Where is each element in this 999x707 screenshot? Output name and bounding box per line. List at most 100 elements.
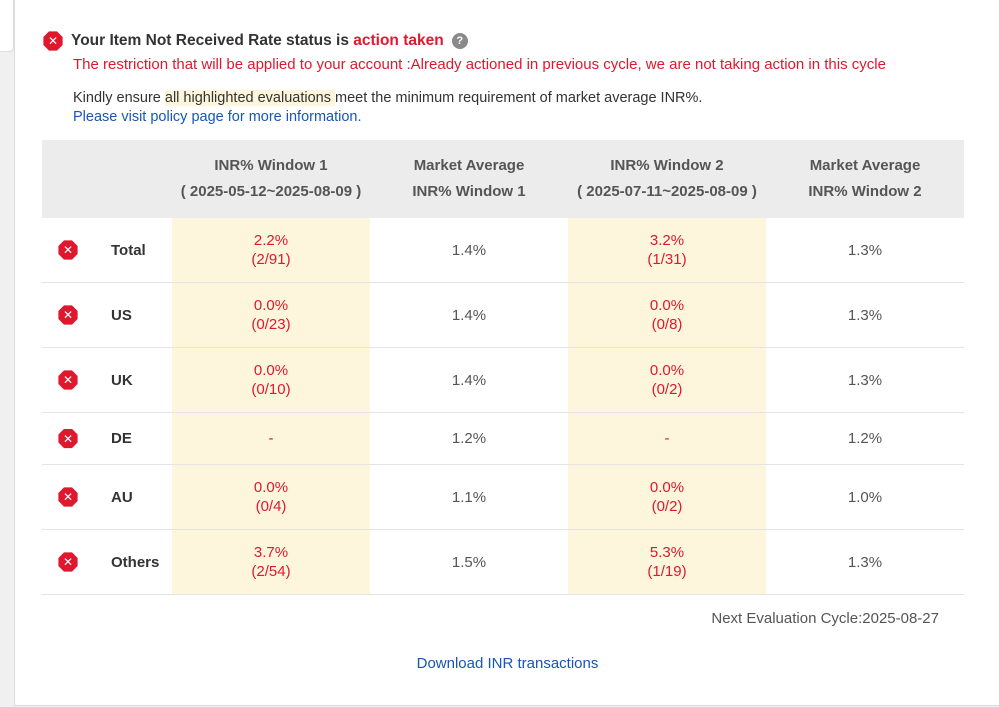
window1-cell: 0.0% (0/10) — [172, 347, 370, 413]
region-cell: UK — [99, 347, 172, 413]
policy-page-link[interactable]: Please visit policy page for more inform… — [73, 109, 362, 125]
row-status-cell: ✕ — [42, 529, 99, 595]
window2-count: (0/8) — [651, 316, 683, 333]
inr-table: INR% Window 1 ( 2025-05-12~2025-08-09 ) M… — [42, 140, 964, 595]
market1-cell: 1.1% — [370, 464, 568, 530]
window1-rate: 0.0% — [253, 479, 289, 496]
market2-cell: 1.3% — [766, 218, 964, 283]
market1-cell: 1.5% — [370, 529, 568, 595]
notice-after: meet the minimum requirement of market a… — [334, 90, 703, 106]
table-row: ✕ US 0.0% (0/23) 1.4% 0.0% (0/8) 1.3% — [42, 282, 964, 348]
table-row: ✕ Others 3.7% (2/54) 1.5% 5.3% (1/19) 1.3% — [42, 529, 964, 595]
status-state: action taken — [353, 32, 444, 49]
window2-count: (1/19) — [647, 563, 687, 580]
header-window2-range: ( 2025-07-11~2025-08-09 ) — [577, 183, 757, 200]
status-title: Your Item Not Received Rate status is ac… — [71, 32, 444, 50]
region-cell: Others — [99, 529, 172, 595]
window1-count: (0/10) — [251, 381, 291, 398]
window2-cell: 3.2% (1/31) — [568, 218, 766, 283]
row-status-cell: ✕ — [42, 282, 99, 348]
window1-rate: 2.2% — [253, 232, 289, 249]
download-inr-transactions-link[interactable]: Download INR transactions — [416, 655, 599, 672]
window2-rate: 3.2% — [649, 232, 685, 249]
table-row: ✕ UK 0.0% (0/10) 1.4% 0.0% (0/2) 1.3% — [42, 347, 964, 413]
window2-rate: 5.3% — [649, 544, 685, 561]
header-market1: Market Average INR% Window 1 — [370, 140, 568, 218]
header-window2: INR% Window 2 ( 2025-07-11~2025-08-09 ) — [568, 140, 766, 218]
next-evaluation-cycle: Next Evaluation Cycle:2025-08-27 — [711, 610, 939, 627]
window2-cell: 0.0% (0/2) — [568, 464, 766, 530]
window2-cell: 0.0% (0/2) — [568, 347, 766, 413]
window1-cell: 0.0% (0/23) — [172, 282, 370, 348]
error-icon: ✕ — [58, 240, 78, 260]
error-icon: ✕ — [43, 31, 63, 51]
table-row: ✕ AU 0.0% (0/4) 1.1% 0.0% (0/2) 1.0% — [42, 464, 964, 530]
window1-rate: 0.0% — [253, 297, 289, 314]
download-row: Download INR transactions — [15, 655, 999, 672]
restriction-message: The restriction that will be applied to … — [73, 56, 886, 73]
notice-highlight: all highlighted evaluations — [164, 90, 335, 106]
error-icon: ✕ — [58, 487, 78, 507]
window2-count: (0/2) — [651, 381, 683, 398]
header-window1: INR% Window 1 ( 2025-05-12~2025-08-09 ) — [172, 140, 370, 218]
table-header-row: INR% Window 1 ( 2025-05-12~2025-08-09 ) M… — [42, 140, 964, 218]
row-status-cell: ✕ — [42, 347, 99, 413]
header-market2-line1: Market Average — [809, 157, 921, 174]
window1-count: (2/91) — [251, 251, 291, 268]
window1-cell: - — [172, 412, 370, 465]
market1-cell: 1.4% — [370, 282, 568, 348]
header-icon-col — [42, 140, 99, 218]
row-status-cell: ✕ — [42, 218, 99, 283]
header-market2-line2: INR% Window 2 — [808, 183, 922, 200]
notice-before: Kindly ensure — [73, 90, 165, 106]
table-row: ✕ DE - 1.2% - 1.2% — [42, 412, 964, 465]
window2-count: (1/31) — [647, 251, 687, 268]
window1-count: (2/54) — [251, 563, 291, 580]
status-prefix: Your Item Not Received Rate status is — [71, 32, 354, 49]
header-window1-range: ( 2025-05-12~2025-08-09 ) — [180, 183, 362, 200]
left-card-edge — [0, 0, 14, 52]
region-cell: AU — [99, 464, 172, 530]
status-header: ✕ Your Item Not Received Rate status is … — [43, 31, 468, 51]
market2-cell: 1.3% — [766, 347, 964, 413]
region-cell: US — [99, 282, 172, 348]
table-row: ✕ Total 2.2% (2/91) 1.4% 3.2% (1/31) 1.3% — [42, 218, 964, 283]
header-window2-label: INR% Window 2 — [610, 157, 724, 174]
window2-rate: 0.0% — [649, 362, 685, 379]
row-status-cell: ✕ — [42, 412, 99, 465]
error-icon: ✕ — [58, 370, 78, 390]
error-icon: ✕ — [58, 552, 78, 572]
header-window1-label: INR% Window 1 — [214, 157, 328, 174]
question-circle-icon[interactable]: ? — [451, 33, 468, 49]
error-icon: ✕ — [58, 428, 78, 449]
window2-cell: 0.0% (0/8) — [568, 282, 766, 348]
header-market2: Market Average INR% Window 2 — [766, 140, 964, 218]
window2-cell: - — [568, 412, 766, 465]
market1-cell: 1.4% — [370, 218, 568, 283]
window2-rate: 0.0% — [649, 297, 685, 314]
market1-cell: 1.4% — [370, 347, 568, 413]
header-market1-line2: INR% Window 1 — [412, 183, 526, 200]
header-market1-line1: Market Average — [413, 157, 525, 174]
market2-cell: 1.2% — [766, 412, 964, 465]
window1-rate: 3.7% — [253, 544, 289, 561]
window1-count: (0/4) — [255, 498, 287, 515]
window2-rate: 0.0% — [649, 479, 685, 496]
error-icon: ✕ — [58, 305, 78, 325]
row-status-cell: ✕ — [42, 464, 99, 530]
market2-cell: 1.3% — [766, 282, 964, 348]
market1-cell: 1.2% — [370, 412, 568, 465]
region-cell: DE — [99, 412, 172, 465]
window1-cell: 2.2% (2/91) — [172, 218, 370, 283]
window1-rate: 0.0% — [253, 362, 289, 379]
market2-cell: 1.0% — [766, 464, 964, 530]
window2-count: (0/2) — [651, 498, 683, 515]
region-cell: Total — [99, 218, 172, 283]
window2-cell: 5.3% (1/19) — [568, 529, 766, 595]
market2-cell: 1.3% — [766, 529, 964, 595]
window1-count: (0/23) — [251, 316, 291, 333]
inr-status-panel: ✕ Your Item Not Received Rate status is … — [14, 0, 999, 706]
window1-cell: 3.7% (2/54) — [172, 529, 370, 595]
window1-cell: 0.0% (0/4) — [172, 464, 370, 530]
header-region-col — [99, 140, 172, 218]
